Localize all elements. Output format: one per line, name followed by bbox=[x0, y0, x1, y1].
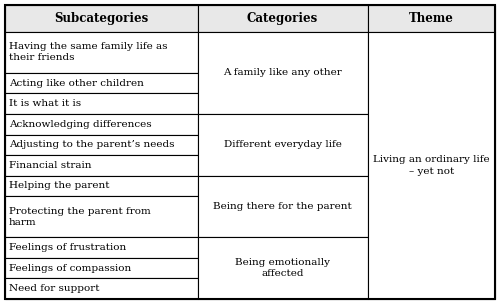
Text: Need for support: Need for support bbox=[9, 284, 100, 293]
Bar bbox=[198, 237, 368, 299]
Bar bbox=[5, 93, 198, 114]
Bar bbox=[5, 258, 198, 278]
Text: Adjusting to the parent’s needs: Adjusting to the parent’s needs bbox=[9, 140, 174, 149]
Text: Being emotionally
affected: Being emotionally affected bbox=[235, 258, 330, 278]
Bar bbox=[5, 114, 198, 135]
Bar bbox=[5, 176, 198, 196]
Bar bbox=[198, 32, 368, 114]
Bar bbox=[5, 237, 198, 258]
Bar bbox=[368, 5, 495, 32]
Text: Living an ordinary life
– yet not: Living an ordinary life – yet not bbox=[373, 155, 490, 176]
Bar bbox=[198, 176, 368, 237]
Bar bbox=[368, 32, 495, 299]
Text: Acting like other children: Acting like other children bbox=[9, 79, 144, 88]
Bar bbox=[198, 5, 368, 32]
Bar bbox=[5, 278, 198, 299]
Bar bbox=[5, 73, 198, 93]
Text: A family like any other: A family like any other bbox=[223, 68, 342, 77]
Bar bbox=[5, 196, 198, 237]
Text: It is what it is: It is what it is bbox=[9, 99, 81, 108]
Text: Feelings of compassion: Feelings of compassion bbox=[9, 264, 131, 273]
Text: Protecting the parent from
harm: Protecting the parent from harm bbox=[9, 207, 151, 227]
Bar bbox=[5, 155, 198, 176]
Text: Subcategories: Subcategories bbox=[54, 12, 148, 25]
Text: Financial strain: Financial strain bbox=[9, 161, 92, 170]
Bar bbox=[5, 32, 198, 73]
Text: Helping the parent: Helping the parent bbox=[9, 181, 110, 190]
Text: Different everyday life: Different everyday life bbox=[224, 140, 342, 149]
Text: Being there for the parent: Being there for the parent bbox=[213, 202, 352, 211]
Text: Categories: Categories bbox=[247, 12, 318, 25]
Text: Feelings of frustration: Feelings of frustration bbox=[9, 243, 126, 252]
Bar bbox=[5, 5, 198, 32]
Bar bbox=[198, 114, 368, 176]
Text: Theme: Theme bbox=[409, 12, 454, 25]
Text: Having the same family life as
their friends: Having the same family life as their fri… bbox=[9, 42, 168, 62]
Bar bbox=[5, 135, 198, 155]
Text: Acknowledging differences: Acknowledging differences bbox=[9, 120, 152, 129]
